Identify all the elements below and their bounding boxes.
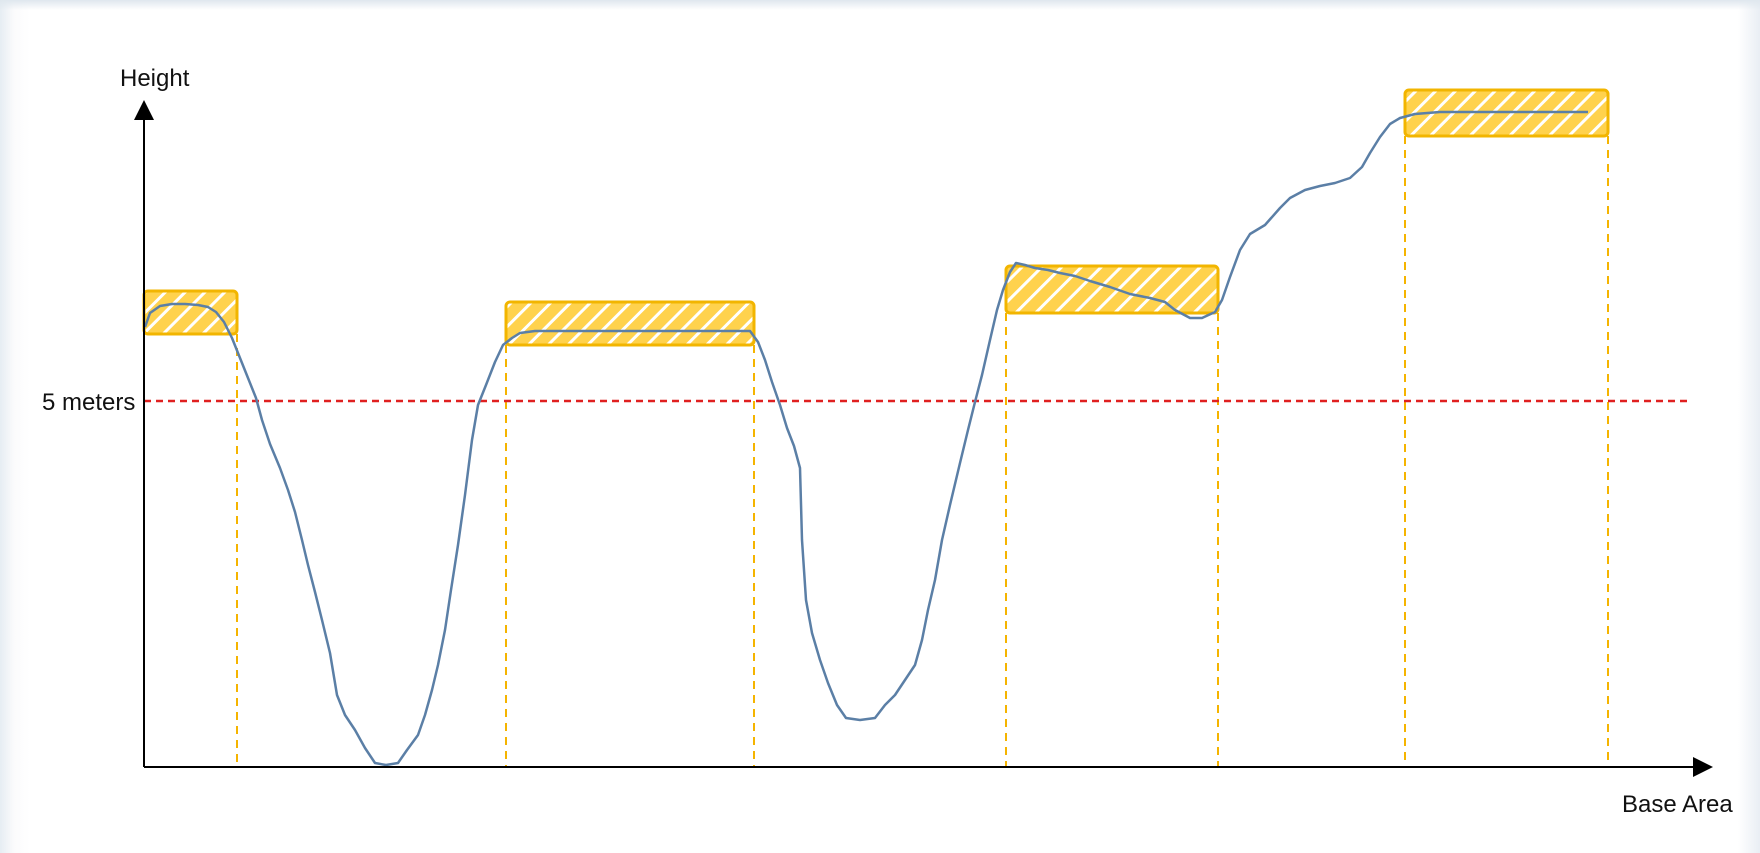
threshold-label: 5 meters [42,389,135,416]
flat-area-2 [506,302,754,345]
x-axis-label: Base Area [1622,791,1733,818]
y-axis-label: Height [120,65,190,92]
flat-area-3 [1006,266,1218,313]
terrain-profile-line [145,112,1588,765]
flat-area-1 [144,291,237,334]
